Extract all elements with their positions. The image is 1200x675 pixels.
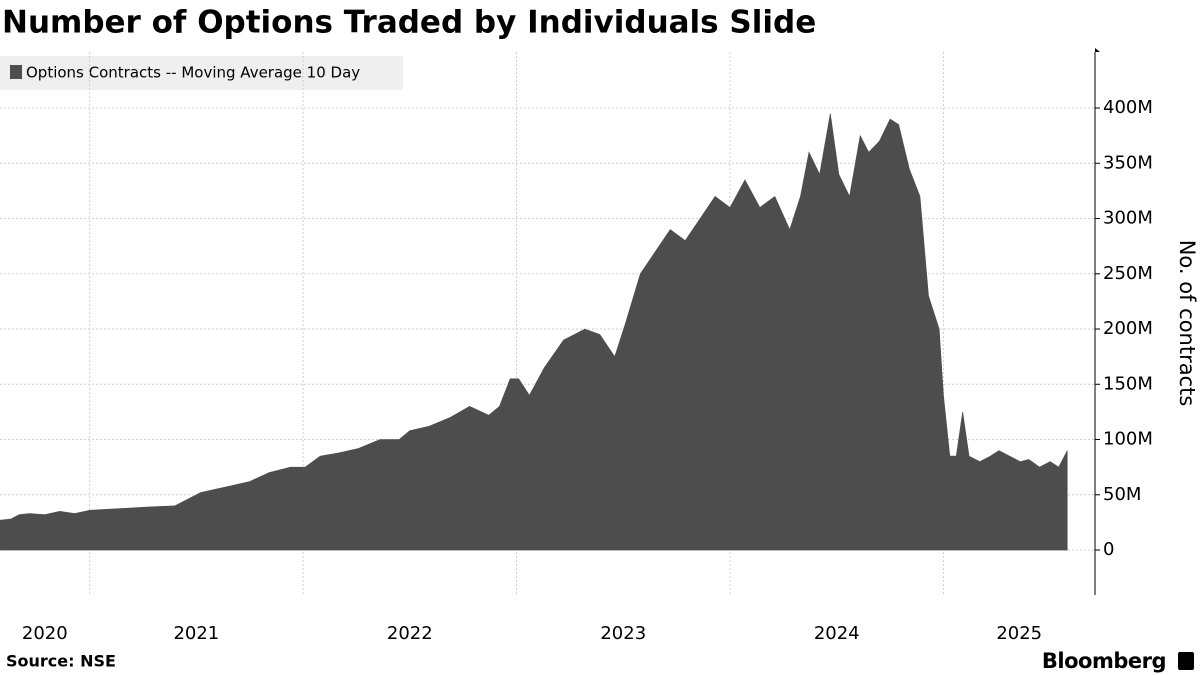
y-tick-label: 300M [1103, 208, 1153, 229]
legend-swatch [10, 65, 22, 79]
x-tick-label: 2023 [600, 623, 646, 644]
x-tick-label: 2024 [814, 623, 860, 644]
y-tick-label: 250M [1103, 263, 1153, 284]
x-tick-label: 2025 [996, 623, 1042, 644]
x-tick-label: 2022 [387, 623, 433, 644]
x-tick-label: 2020 [22, 623, 68, 644]
y-tick-label: 0 [1103, 539, 1114, 560]
x-tick-label: 2021 [173, 623, 219, 644]
area [0, 113, 1068, 551]
source: Source: NSE [6, 652, 116, 671]
y-tick-label: 200M [1103, 318, 1153, 339]
chart-title: Number of Options Traded by Individuals … [2, 5, 816, 41]
legend-label: Options Contracts -- Moving Average 10 D… [26, 64, 360, 82]
y-axis-label: No. of contracts [1175, 240, 1199, 407]
brand-icon [1178, 652, 1194, 670]
y-tick-label: 150M [1103, 373, 1153, 394]
y-tick-label: 100M [1103, 429, 1153, 450]
y-tick-label: 350M [1103, 152, 1153, 173]
legend-box [0, 56, 403, 90]
y-axis-arrow [1095, 48, 1100, 52]
brand: Bloomberg [1042, 649, 1166, 673]
y-tick-label: 50M [1103, 484, 1141, 505]
y-tick-label: 400M [1103, 97, 1153, 118]
